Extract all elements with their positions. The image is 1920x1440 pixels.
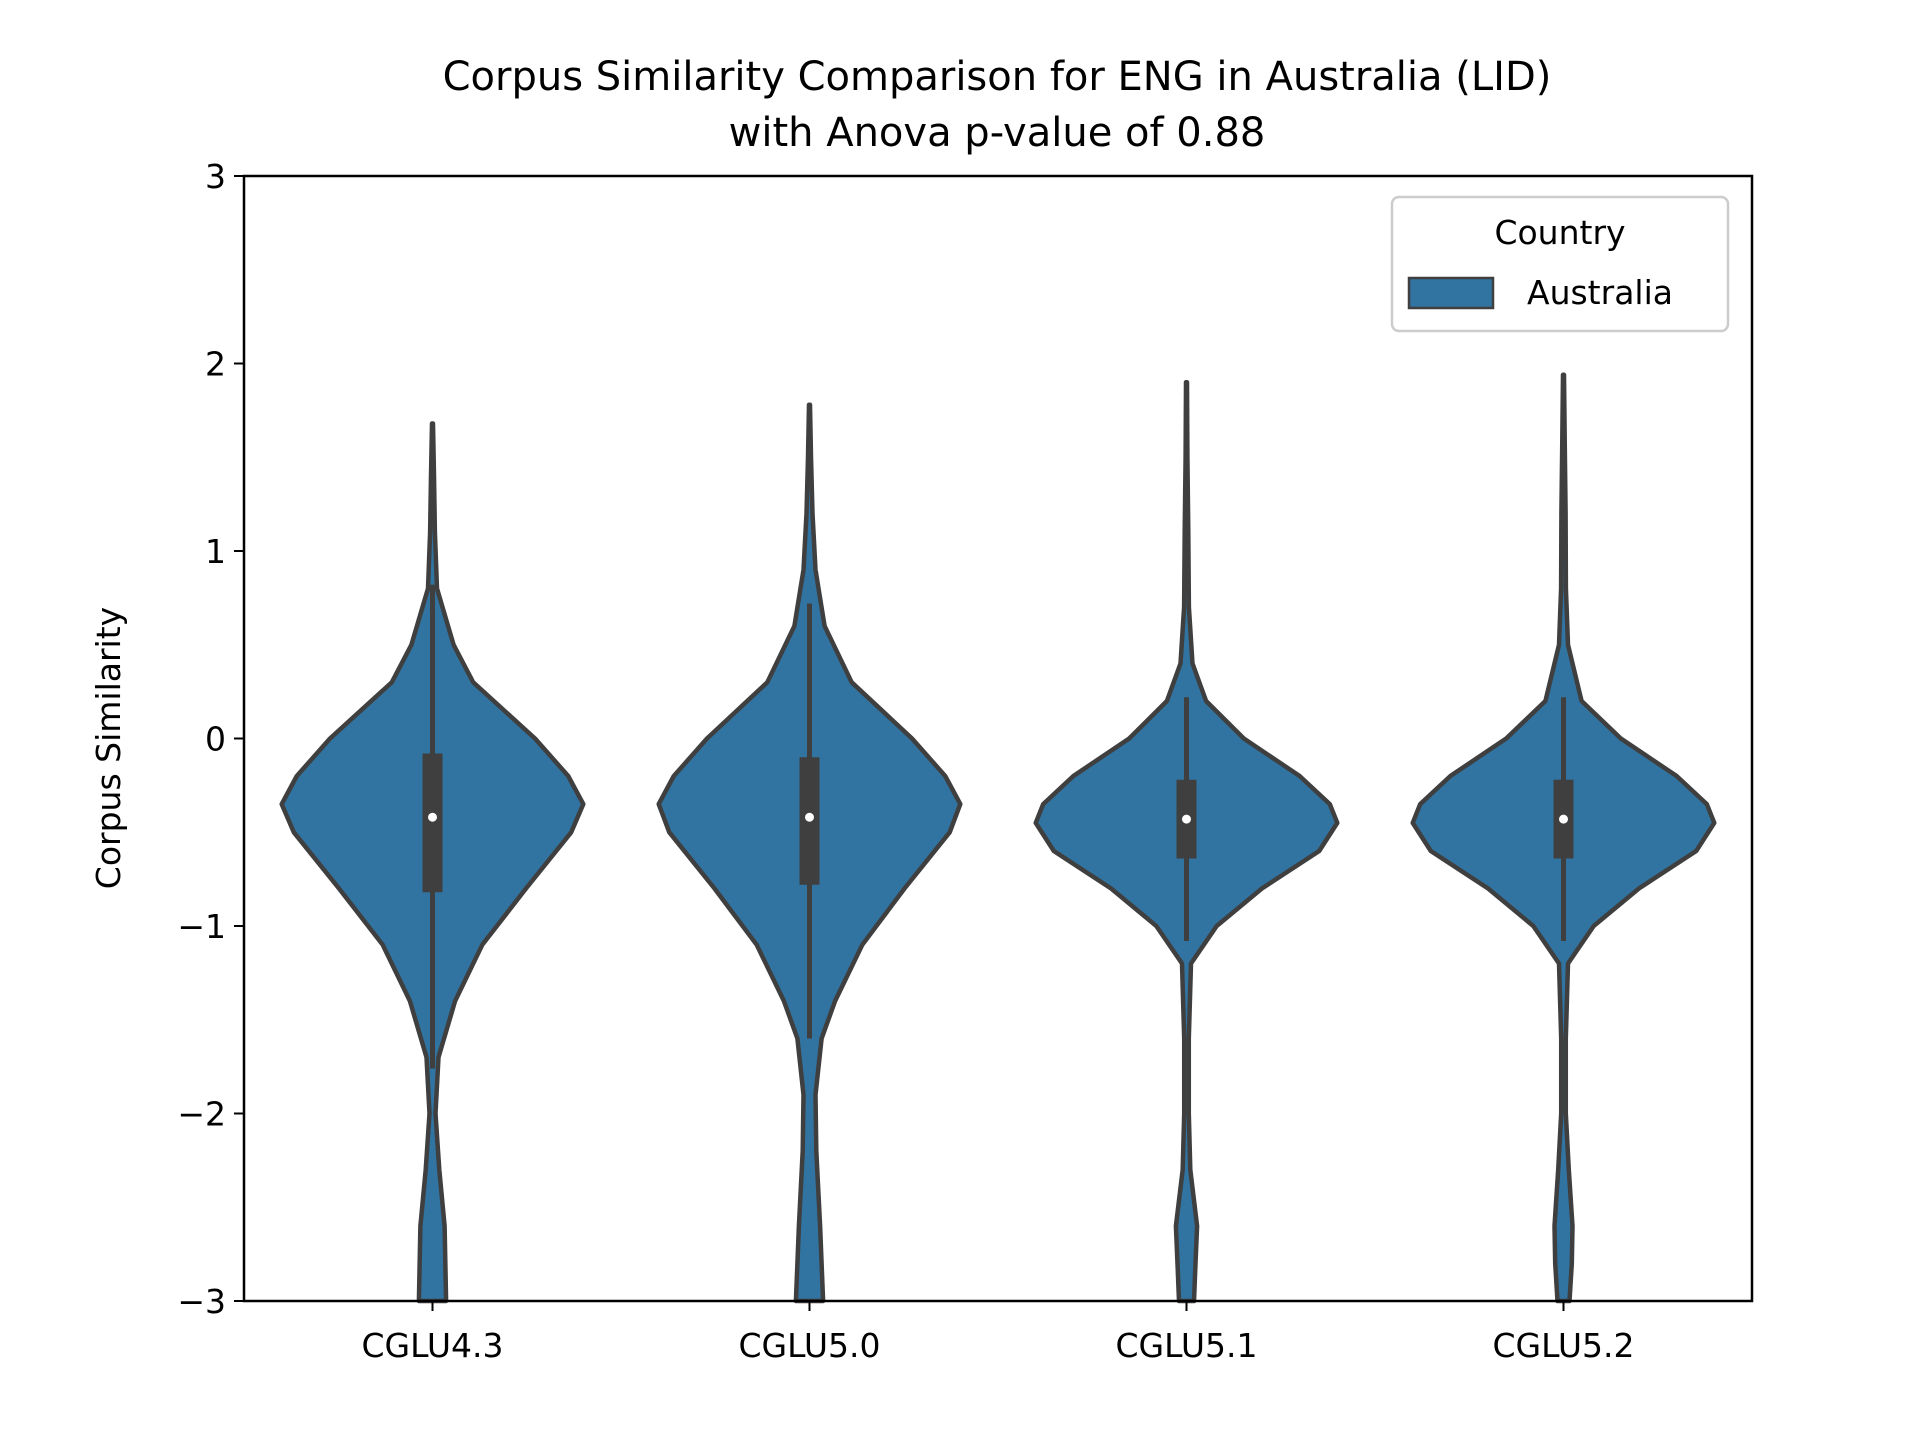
violin-median-cglu4-3 [428,812,437,822]
violin-median-cglu5-2 [1559,814,1568,824]
y-axis-label: Corpus Similarity [89,607,128,889]
y-tick-label: 0 [205,720,226,759]
x-tick-label: CGLU5.1 [1116,1326,1258,1365]
y-tick-label: 1 [205,532,226,571]
chart-title-line1: Corpus Similarity Comparison for ENG in … [443,54,1552,100]
y-tick-label: 2 [205,345,226,384]
x-tick-label: CGLU4.3 [362,1326,504,1365]
legend-title: Country [1494,213,1625,252]
x-tick-label: CGLU5.0 [739,1326,881,1365]
legend-swatch-australia [1407,276,1495,310]
violins-layer [279,372,1717,1304]
axes-layer: −3 −2 −1 0 1 2 3 CGLU4.3 CGLU5.0 CGLU5.1 CGLU5.2 [177,157,1754,1365]
chart-title-line2: with Anova p-value of 0.88 [729,110,1266,156]
y-tick-label: −3 [177,1282,226,1321]
x-tick-label: CGLU5.2 [1493,1326,1635,1365]
legend: Country Australia [1390,195,1730,333]
y-tick-label: −2 [177,1095,226,1134]
violin-iqr-box-cglu4-3 [422,753,443,893]
y-tick-label: −1 [177,907,226,946]
violin-median-cglu5-0 [805,812,814,822]
violin-median-cglu5-1 [1182,814,1191,824]
y-tick-label: 3 [205,157,226,196]
legend-entry-australia: Australia [1527,273,1673,312]
